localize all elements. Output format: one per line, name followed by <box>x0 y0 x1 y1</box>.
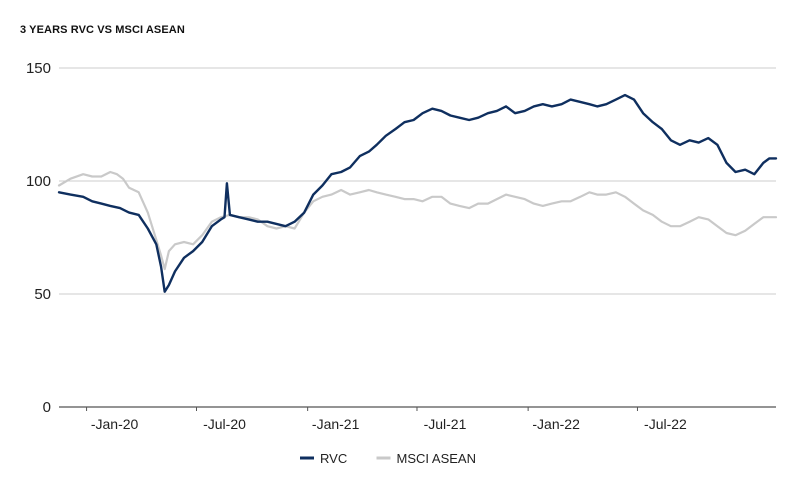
legend-label: RVC <box>320 451 347 466</box>
y-tick-label: 100 <box>26 173 51 190</box>
y-tick-label: 0 <box>43 399 51 416</box>
legend: RVC MSCI ASEAN <box>300 451 476 466</box>
x-tick-label: -Jul-20 <box>203 416 246 432</box>
series-line-msci-asean <box>57 170 778 271</box>
legend-label: MSCI ASEAN <box>397 451 476 466</box>
x-tick-label: -Jan-22 <box>532 416 580 432</box>
y-tick-label: 150 <box>26 60 51 77</box>
chart-title: 3 YEARS RVC VS MSCI ASEAN <box>20 24 185 36</box>
y-tick-label: 50 <box>34 286 51 303</box>
x-tick-label: -Jul-21 <box>424 416 467 432</box>
series-line-rvc <box>57 93 778 293</box>
y-axis-ticks: 0 50 100 150 <box>26 60 51 416</box>
grid-lines <box>59 67 776 408</box>
x-tick-label: -Jan-21 <box>312 416 360 432</box>
series-lines <box>57 93 778 293</box>
x-axis-ticks: -Jan-20 -Jul-20 -Jan-21 -Jul-21 -Jan-22 -Jul-… <box>86 407 687 432</box>
x-tick-label: -Jan-20 <box>91 416 139 432</box>
x-tick-label: -Jul-22 <box>644 416 687 432</box>
